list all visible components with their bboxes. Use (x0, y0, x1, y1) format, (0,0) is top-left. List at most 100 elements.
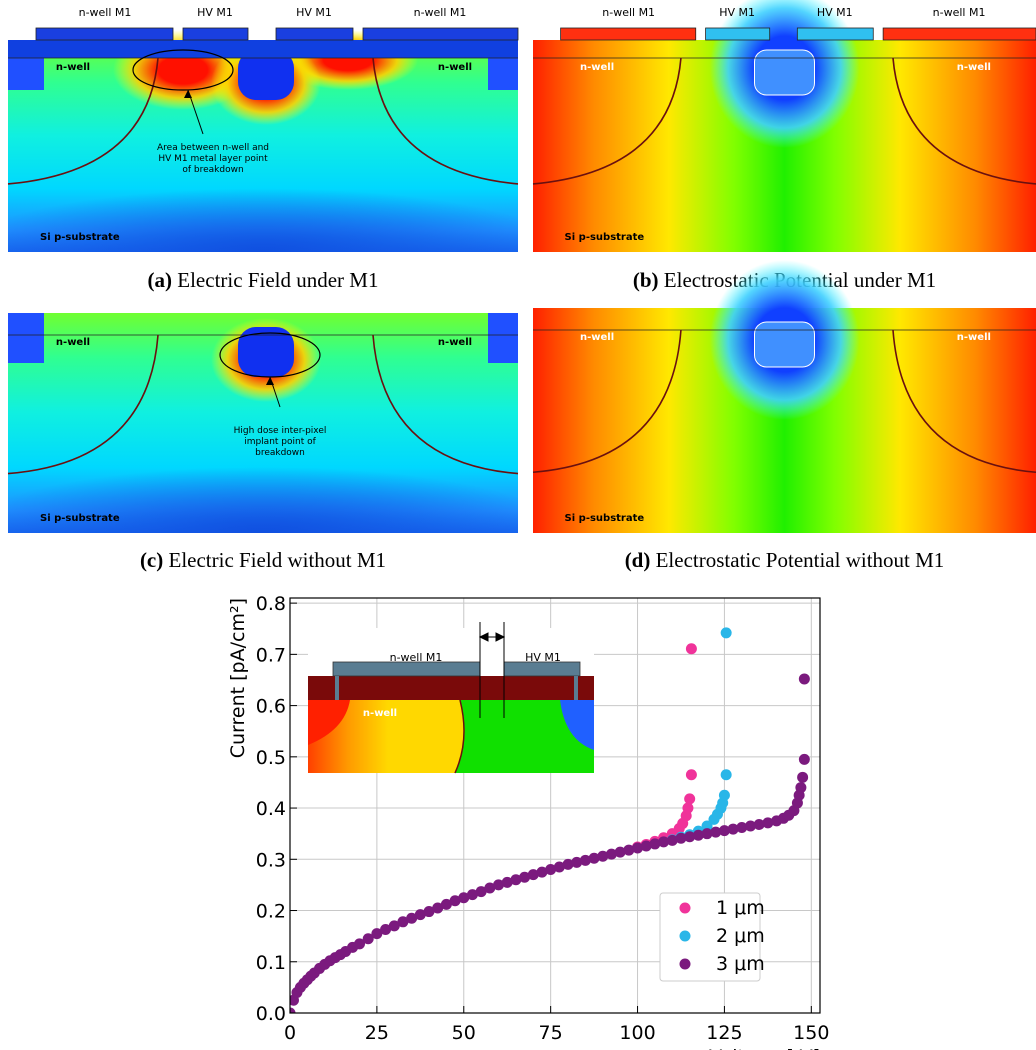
annotation: implant point of (244, 437, 316, 447)
pointer-head (184, 90, 192, 98)
y-tick-label: 0.3 (256, 849, 286, 871)
panel-label: Si p-substrate (565, 232, 645, 243)
inset-oxide (308, 676, 594, 700)
inset-via (335, 676, 339, 700)
panel-label: n-well (957, 332, 991, 343)
caption-tag: (a) (148, 268, 173, 292)
caption-tag: (b) (633, 268, 659, 292)
caption-tag: (c) (140, 548, 163, 572)
point (354, 938, 366, 950)
inset-metal (503, 661, 581, 677)
x-tick-label: 75 (539, 1022, 563, 1044)
panel: n-well M1 HV M1 HV M1 n-well M1 n-well n-well… (532, 0, 1036, 252)
point (684, 793, 696, 805)
point (527, 869, 539, 881)
y-tick-label: 0.0 (256, 1003, 286, 1025)
x-axis-label: Voltage [-V] (709, 1046, 820, 1050)
point (649, 838, 661, 850)
junction (532, 57, 682, 185)
caption-text: Electric Field without M1 (169, 548, 387, 572)
point (397, 916, 409, 928)
point (588, 852, 600, 864)
caption-text: Electric Field under M1 (177, 268, 378, 292)
y-tick-label: 0.5 (256, 747, 286, 769)
panel-label: n-well (438, 62, 472, 73)
legend-marker (679, 958, 691, 970)
panel-label: n-well (580, 332, 614, 343)
point (553, 861, 565, 873)
point (710, 826, 722, 838)
legend-marker (679, 930, 691, 942)
inset-label: n-well (363, 708, 397, 719)
point (720, 769, 732, 781)
implant (754, 321, 815, 368)
metal (882, 27, 1036, 41)
point (640, 840, 652, 852)
point (519, 871, 531, 883)
point (432, 902, 444, 914)
point (545, 864, 557, 876)
caption: (a) Electric Field under M1 (148, 268, 379, 292)
point (718, 825, 730, 837)
x-tick-label: 0 (284, 1022, 296, 1044)
metal (35, 27, 174, 41)
legend-label: 3 μm (716, 953, 765, 975)
panel-label: n-well (438, 337, 472, 348)
plot-frame (289, 597, 821, 1014)
inset-arrow (478, 632, 506, 642)
metal (362, 27, 519, 41)
x-tick-label: 125 (706, 1022, 742, 1044)
inset-label: n-well M1 (390, 651, 443, 664)
point (727, 823, 739, 835)
caption: (c) Electric Field without M1 (140, 548, 386, 572)
point (562, 858, 574, 870)
implant (238, 50, 294, 100)
point (571, 856, 583, 868)
panel-label: n-well M1 (602, 6, 655, 19)
data (290, 627, 810, 1013)
point (449, 895, 461, 907)
panel-label: HV M1 (719, 6, 755, 19)
point (685, 769, 697, 781)
point (666, 834, 678, 846)
y-tick-label: 0.4 (256, 798, 286, 820)
metal (560, 27, 697, 41)
x-tick-label: 100 (619, 1022, 655, 1044)
implant (754, 49, 815, 96)
point (685, 643, 697, 655)
point (466, 889, 478, 901)
edge-well (488, 313, 518, 363)
point (753, 818, 765, 830)
point (675, 832, 687, 844)
legend-label: 1 μm (716, 897, 765, 919)
point (798, 673, 810, 685)
panel-label: n-well (957, 62, 991, 73)
point (614, 846, 626, 858)
point (510, 874, 522, 886)
point (579, 854, 591, 866)
junction (532, 329, 682, 474)
inset-label: HV M1 (525, 651, 561, 664)
panel: n-well n-well Si p-substrate (532, 260, 1036, 533)
point (684, 831, 696, 843)
junction (372, 57, 519, 185)
point (388, 920, 400, 932)
panel-label: n-well M1 (414, 6, 467, 19)
point (414, 909, 426, 921)
panels: n-well M1 HV M1 HV M1 n-well M1n-well n-well… (7, 0, 1036, 572)
y-tick-label: 0.8 (256, 593, 286, 615)
edge-well (8, 313, 44, 363)
junction (372, 334, 519, 475)
junction (7, 57, 159, 185)
junction (7, 334, 159, 475)
inset-cold (560, 700, 594, 750)
point (536, 866, 548, 878)
point (762, 817, 774, 829)
point (458, 892, 470, 904)
y-tick-label: 0.6 (256, 696, 286, 718)
metal (275, 27, 354, 41)
oxide (8, 40, 518, 58)
inset-via (574, 676, 578, 700)
metal (796, 27, 874, 41)
